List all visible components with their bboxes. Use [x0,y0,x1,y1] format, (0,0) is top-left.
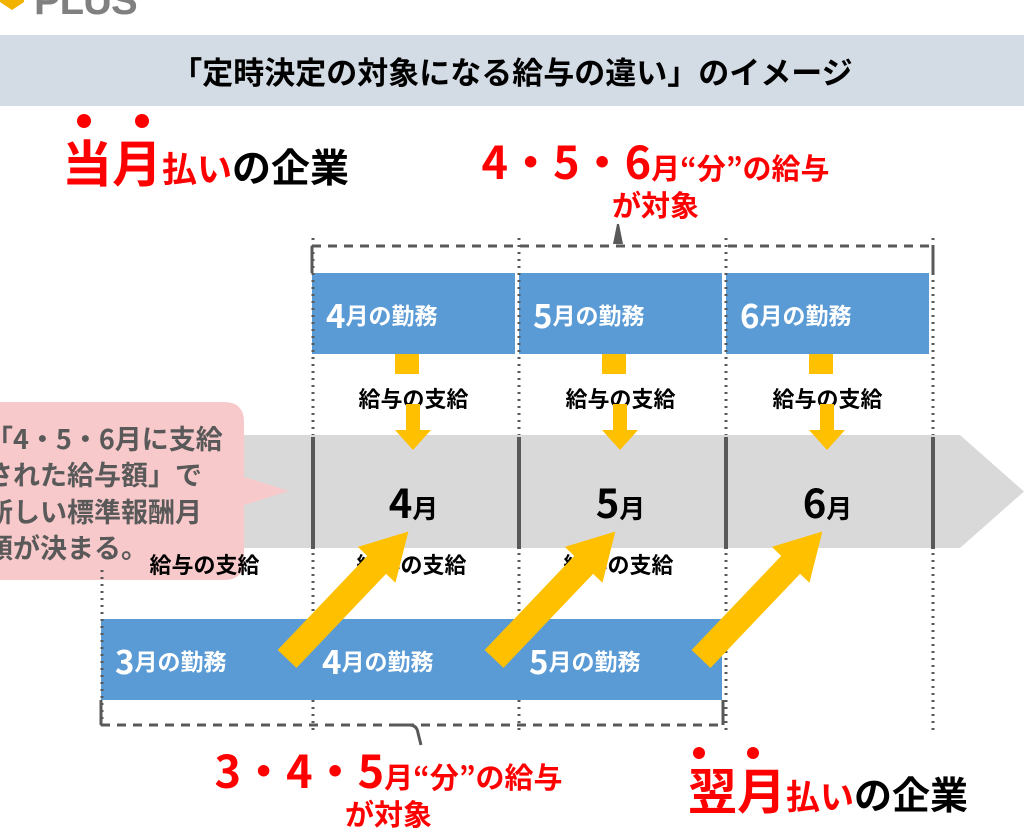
svg-text:PLUS: PLUS [34,0,137,23]
